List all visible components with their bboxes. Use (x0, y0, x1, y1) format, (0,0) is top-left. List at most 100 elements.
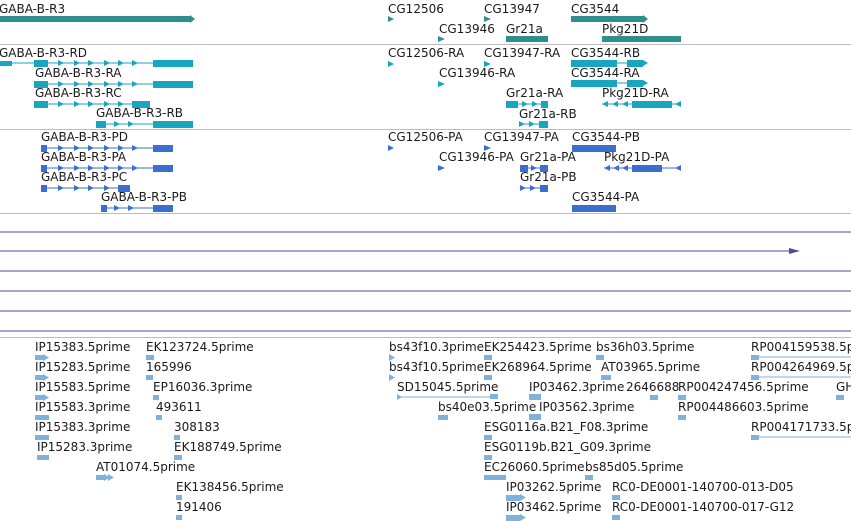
est-label[interactable]: IP15283.5prime (35, 360, 131, 374)
est-label[interactable]: 308183 (174, 420, 220, 434)
cds-label-gaba-b-r3-pc[interactable]: GABA-B-R3-PC (41, 170, 128, 184)
est-label[interactable]: IP15583.3prime (35, 400, 131, 414)
transcript-glyph-gaba-b-r3-ra[interactable] (34, 81, 193, 88)
cds-label-cg3544-pa[interactable]: CG3544-PA (572, 190, 640, 204)
transcript-glyph-gaba-b-r3-rc[interactable] (34, 101, 150, 108)
cds-glyph-gr21a-pa[interactable] (520, 165, 548, 172)
est-glyph-191406[interactable] (176, 515, 182, 520)
est-label[interactable]: bs85d05.5prime (585, 460, 684, 474)
est-label[interactable]: bs43f10.3prime (389, 340, 485, 354)
est-glyph-ip15283-3prime[interactable] (37, 455, 49, 460)
est-label[interactable]: EK123724.5prime (146, 340, 254, 354)
est-glyph-ip03462-5prime[interactable] (506, 514, 526, 521)
cds-glyph-gr21a-pb[interactable] (520, 185, 548, 192)
transcript-label-cg12506-ra[interactable]: CG12506-RA (388, 46, 465, 60)
gene-glyph-gr21a[interactable] (506, 36, 548, 42)
gene-glyph-gaba-b-r3[interactable] (0, 16, 190, 22)
transcript-label-pkg21d-ra[interactable]: Pkg21D-RA (602, 86, 669, 100)
est-label[interactable]: SD15045.5prime (397, 380, 499, 394)
est-glyph-ek254423-5prime[interactable] (484, 355, 492, 360)
est-glyph-bs36h03-5prime[interactable] (596, 355, 604, 360)
transcript-label-cg3544-ra[interactable]: CG3544-RA (571, 66, 640, 80)
est-glyph-rp004171733-5prime[interactable] (751, 435, 851, 440)
cds-glyph-gaba-b-r3-pc[interactable] (41, 185, 130, 192)
est-glyph-ek188749-5prime[interactable] (174, 455, 182, 460)
gene-label-cg3544[interactable]: CG3544 (571, 2, 620, 16)
est-glyph-bs40e03-5prime[interactable] (438, 415, 448, 420)
gene-glyph-pkg21d[interactable] (602, 36, 681, 42)
est-glyph-165996[interactable] (146, 375, 153, 380)
cds-label-cg3544-pb[interactable]: CG3544-PB (572, 130, 641, 144)
gene-label-cg12506[interactable]: CG12506 (388, 2, 444, 16)
gene-label-cg13946[interactable]: CG13946 (439, 22, 495, 36)
est-glyph-ek268964-5prime[interactable] (484, 375, 492, 380)
est-label[interactable]: RC0-DE0001-140700-013-D05 (612, 480, 794, 494)
gene-label-gaba-b-r3[interactable]: GABA-B-R3 (0, 2, 66, 16)
est-glyph-ek138456-5prime[interactable] (176, 495, 182, 500)
est-glyph-ec26060-5prime[interactable] (484, 475, 506, 480)
transcript-glyph-cg3544-ra[interactable] (571, 80, 648, 87)
est-label[interactable]: 165996 (146, 360, 192, 374)
cds-glyph-gaba-b-r3-pb[interactable] (101, 205, 173, 212)
transcript-glyph-pkg21d-ra[interactable] (602, 101, 681, 108)
est-label[interactable]: 191406 (176, 500, 222, 514)
est-label[interactable]: IP03462.5prime (506, 500, 602, 514)
est-label[interactable]: bs43f10.5prime (389, 360, 485, 374)
est-label[interactable]: ESG0116a.B21_F08.3prime (484, 420, 649, 434)
est-glyph-ip15583-3prime[interactable] (35, 415, 49, 420)
est-label[interactable]: bs40e03.5prime (438, 400, 537, 414)
est-label[interactable]: GH (836, 380, 851, 394)
est-label[interactable]: IP15283.3prime (37, 440, 133, 454)
transcript-label-cg3544-rb[interactable]: CG3544-RB (571, 46, 641, 60)
transcript-glyph-gr21a-ra[interactable] (506, 101, 548, 108)
est-label[interactable]: AT01074.5prime (96, 460, 196, 474)
est-label[interactable]: AT03965.5prime (601, 360, 701, 374)
est-label[interactable]: EK138456.5prime (176, 480, 284, 494)
transcript-glyph-cg12506-ra[interactable] (388, 61, 394, 67)
gene-glyph-cg13946[interactable] (438, 36, 445, 42)
est-glyph-at03965-5prime[interactable] (601, 375, 611, 380)
gene-label-pkg21d[interactable]: Pkg21D (602, 22, 649, 36)
est-glyph-308183[interactable] (174, 435, 180, 440)
est-label[interactable]: RP004486603.5prime (678, 400, 809, 414)
gene-glyph-cg12506[interactable] (388, 16, 394, 22)
est-glyph-ip15383-5prime[interactable] (35, 354, 49, 361)
est-glyph-bs43f10-5prime[interactable] (389, 374, 395, 381)
est-glyph-ip15583-5prime[interactable] (35, 394, 49, 401)
est-glyph-sd15045-5prime[interactable] (397, 394, 498, 400)
cds-label-gaba-b-r3-pa[interactable]: GABA-B-R3-PA (41, 150, 127, 164)
cds-label-cg13946-pa[interactable]: CG13946-PA (439, 150, 514, 164)
est-glyph-ip15383-3prime[interactable] (35, 435, 49, 440)
est-label[interactable]: bs36h03.5prime (596, 340, 695, 354)
cds-label-gaba-b-r3-pd[interactable]: GABA-B-R3-PD (41, 130, 128, 144)
est-label[interactable]: RP004247456.5prime (678, 380, 809, 394)
cds-glyph-gaba-b-r3-pd[interactable] (41, 145, 173, 152)
est-glyph-rp004264969-5prime[interactable] (751, 375, 851, 380)
est-label[interactable]: IP03262.5prime (506, 480, 602, 494)
est-glyph-rp004247456-5prime[interactable] (678, 395, 686, 400)
est-glyph-rp004159538-5prime[interactable] (751, 355, 851, 360)
gene-label-gr21a[interactable]: Gr21a (506, 22, 543, 36)
est-glyph-bs43f10-3prime[interactable] (389, 354, 395, 361)
gene-glyph-cg13947[interactable] (484, 16, 491, 22)
est-label[interactable]: ESG0119b.B21_G09.3prime (484, 440, 651, 454)
est-glyph-ip03262-5prime[interactable] (506, 494, 526, 501)
est-glyph-2646688[interactable] (650, 395, 658, 400)
cds-glyph-cg13946-pa[interactable] (438, 165, 445, 171)
gene-label-cg13947[interactable]: CG13947 (484, 2, 540, 16)
est-label[interactable]: IP03462.3prime (529, 380, 625, 394)
est-glyph-rc0-017-g12[interactable] (612, 515, 620, 520)
est-glyph-ek123724-5prime[interactable] (146, 355, 154, 360)
est-glyph-at01074-5prime[interactable] (96, 474, 114, 481)
cds-glyph-cg12506-pa[interactable] (388, 145, 394, 151)
est-label[interactable]: EK254423.5prime (484, 340, 592, 354)
transcript-label-cg13947-ra[interactable]: CG13947-RA (484, 46, 561, 60)
transcript-glyph-cg13947-ra[interactable] (484, 61, 491, 67)
est-label[interactable]: EK188749.5prime (174, 440, 282, 454)
est-glyph-esg0116a[interactable] (484, 435, 492, 440)
est-label[interactable]: RP004171733.5prime (751, 420, 851, 434)
transcript-label-gr21a-rb[interactable]: Gr21a-RB (519, 107, 577, 121)
est-label[interactable]: IP15383.5prime (35, 340, 131, 354)
est-label[interactable]: IP15383.3prime (35, 420, 131, 434)
est-label[interactable]: 493611 (156, 400, 202, 414)
